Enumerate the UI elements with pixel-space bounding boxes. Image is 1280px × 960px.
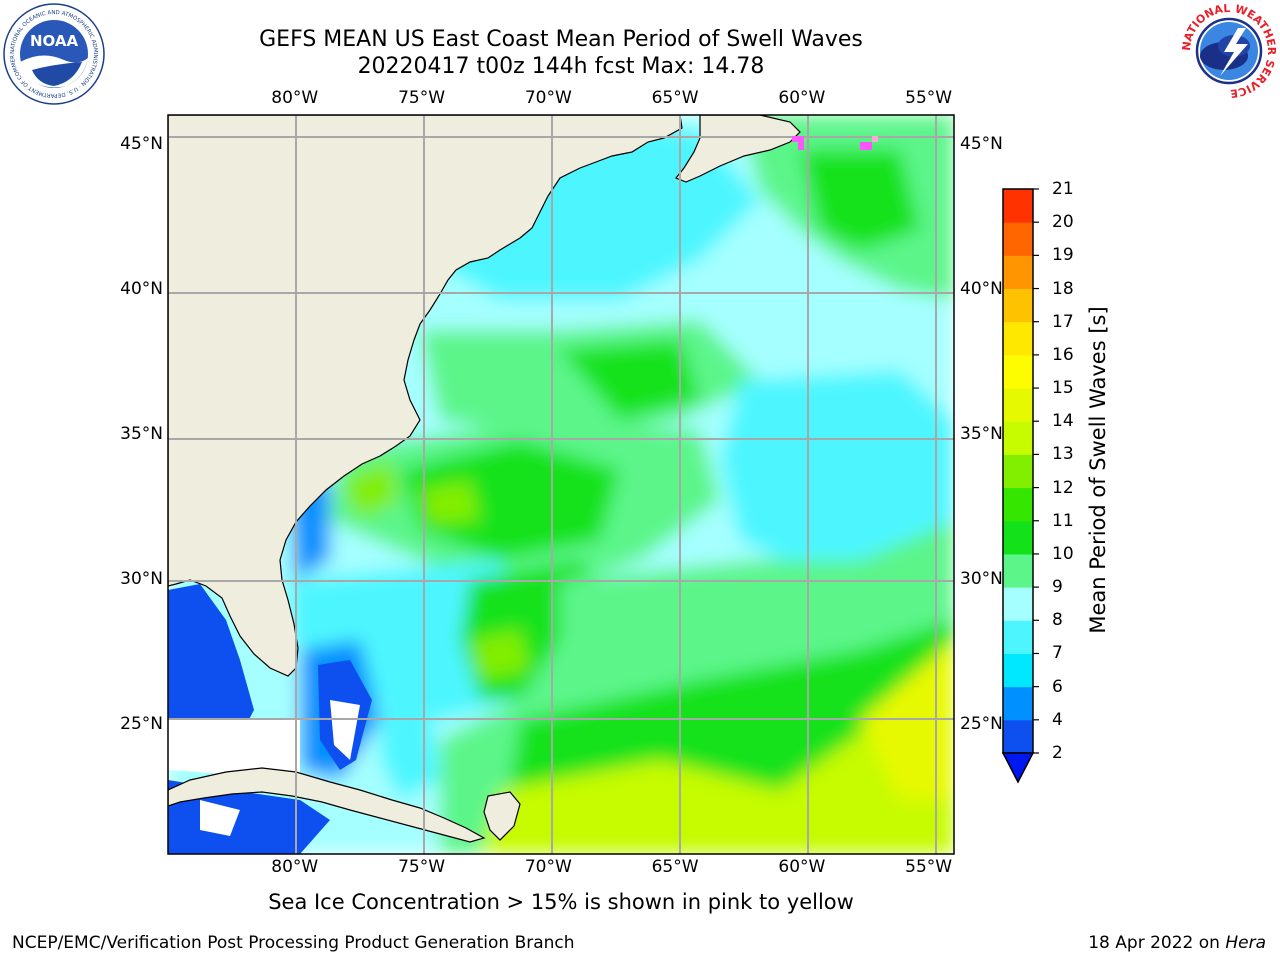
colorbar-segment xyxy=(1003,222,1033,256)
lat-tick-left: 40°N xyxy=(120,278,163,299)
lat-tick-left: 30°N xyxy=(120,568,163,589)
colorbar-label: 19 xyxy=(1052,245,1074,266)
map-gridlines xyxy=(168,115,954,854)
colorbar-segment xyxy=(1003,189,1033,223)
colorbar-label: 6 xyxy=(1052,676,1063,697)
lon-tick-bottom: 55°W xyxy=(905,857,953,877)
colorbar-extend-min xyxy=(1001,752,1035,784)
lon-tick-top: 80°W xyxy=(271,88,319,108)
lat-tick-right: 25°N xyxy=(960,713,1003,734)
colorbar-segment xyxy=(1003,620,1033,654)
colorbar-segment xyxy=(1003,354,1033,389)
colorbar-label: 8 xyxy=(1052,610,1063,631)
colorbar-title: Mean Period of Swell Waves [s] xyxy=(1086,306,1110,634)
gulf-no-data xyxy=(200,800,240,836)
colorbar-segment xyxy=(1003,454,1033,489)
colorbar-segment xyxy=(1003,686,1033,721)
colorbar-label: 20 xyxy=(1052,212,1074,233)
colorbar-segment xyxy=(1003,587,1033,621)
colorbar-segment xyxy=(1003,255,1033,290)
lon-tick-bottom: 75°W xyxy=(398,857,446,877)
map-frame xyxy=(167,114,955,855)
colorbar-segment xyxy=(1003,653,1033,688)
colorbar-segment xyxy=(1003,321,1033,356)
colorbar-segment xyxy=(1003,719,1033,754)
machine-name: Hera xyxy=(1225,933,1266,953)
hispaniola-land xyxy=(483,791,521,841)
lat-tick-left: 35°N xyxy=(120,423,163,444)
nova-scotia-land xyxy=(675,115,801,183)
colorbar-label: 2 xyxy=(1052,743,1063,763)
map-subtitle: 20220417 t00z 144h fcst Max: 14.78 xyxy=(357,54,765,79)
colorbar-label: 15 xyxy=(1052,378,1074,399)
lat-tick-right: 30°N xyxy=(960,568,1003,589)
lat-tick-right: 40°N xyxy=(960,278,1003,299)
colorbar-label: 11 xyxy=(1052,510,1074,531)
colorbar-label: 13 xyxy=(1052,444,1074,465)
sea-ice-footnote: Sea Ice Concentration > 15% is shown in … xyxy=(268,890,854,914)
colorbar-segment xyxy=(1003,288,1033,323)
lon-tick-bottom: 60°W xyxy=(778,857,826,877)
date-text: 18 Apr 2022 on xyxy=(1088,933,1226,953)
colorbar-label: 18 xyxy=(1052,278,1074,299)
colorbar-label: 7 xyxy=(1052,643,1063,664)
colorbar-label: 16 xyxy=(1052,344,1074,365)
lat-tick-left: 25°N xyxy=(120,713,163,734)
producer-footer: NCEP/EMC/Verification Post Processing Pr… xyxy=(12,933,575,953)
colorbar-label: 10 xyxy=(1052,543,1074,564)
lon-tick-top: 55°W xyxy=(905,88,953,108)
colorbar-segment xyxy=(1003,487,1033,522)
lat-tick-left: 45°N xyxy=(120,133,163,154)
colorbar-label: 21 xyxy=(1052,179,1074,199)
gulf-low-period xyxy=(168,584,254,740)
colorbar-label: 17 xyxy=(1052,311,1074,332)
lon-tick-top: 60°W xyxy=(778,88,826,108)
sea-ice-marks xyxy=(792,136,878,150)
caribbean-low-period xyxy=(168,780,330,854)
colorbar-label: 14 xyxy=(1052,411,1074,432)
colorbar-label: 12 xyxy=(1052,477,1074,498)
noaa-logo-icon: NOAA NATIONAL OCEANIC AND ATMOSPHERIC AD… xyxy=(2,2,105,105)
nws-logo-icon: NATIONAL WEATHER SERVICE xyxy=(1180,2,1278,100)
noaa-logo-text: NOAA xyxy=(30,32,79,50)
colorbar-segment xyxy=(1003,553,1033,588)
lon-tick-bottom: 65°W xyxy=(651,857,699,877)
colorbar-label: 9 xyxy=(1052,577,1063,598)
lat-tick-right: 45°N xyxy=(960,133,1003,154)
date-footer: 18 Apr 2022 on Hera xyxy=(1088,933,1266,953)
colorbar xyxy=(1002,188,1039,754)
lon-tick-top: 75°W xyxy=(398,88,446,108)
lon-tick-bottom: 70°W xyxy=(524,857,572,877)
colorbar-label: 4 xyxy=(1052,709,1063,730)
lat-tick-right: 35°N xyxy=(960,423,1003,444)
lon-tick-bottom: 80°W xyxy=(271,857,319,877)
colorbar-segment xyxy=(1003,388,1033,422)
colorbar-segment xyxy=(1003,520,1033,555)
map-title: GEFS MEAN US East Coast Mean Period of S… xyxy=(259,27,863,52)
lon-tick-top: 70°W xyxy=(524,88,572,108)
bahamas-no-data xyxy=(330,700,360,760)
lon-tick-top: 65°W xyxy=(651,88,699,108)
colorbar-segment xyxy=(1003,421,1033,455)
